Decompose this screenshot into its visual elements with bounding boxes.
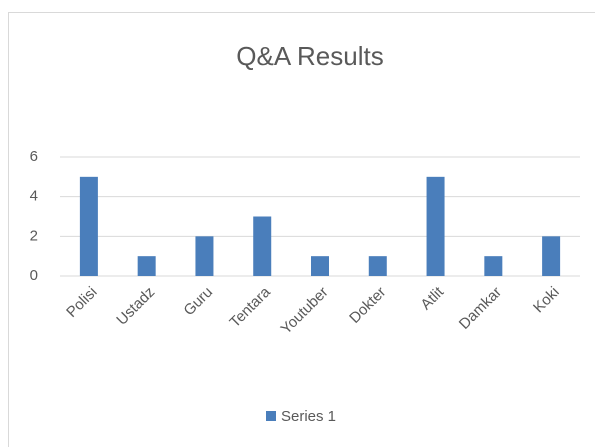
- y-tick-label: 0: [30, 267, 38, 284]
- bar: [137, 256, 156, 276]
- legend-swatch: [266, 411, 276, 421]
- bar: [79, 176, 98, 276]
- bar: [368, 256, 387, 276]
- bar: [195, 236, 214, 276]
- chart-title: Q&A Results: [236, 41, 383, 71]
- y-tick-label: 2: [30, 227, 38, 244]
- chart-border: [8, 12, 595, 447]
- bar: [311, 256, 329, 276]
- legend-label: Series 1: [281, 408, 336, 425]
- y-tick-label: 4: [30, 188, 38, 205]
- y-tick-label: 6: [30, 148, 38, 165]
- bar: [542, 236, 561, 276]
- bar: [253, 216, 272, 276]
- bar: [484, 256, 503, 276]
- bar: [426, 176, 445, 276]
